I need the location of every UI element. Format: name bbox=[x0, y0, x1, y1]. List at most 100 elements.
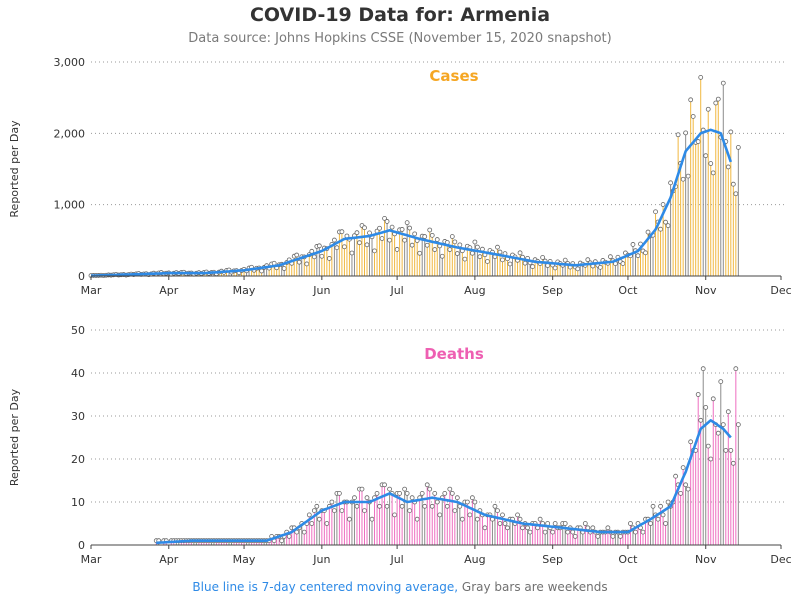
daily-marker bbox=[382, 216, 387, 221]
daily-marker bbox=[364, 242, 370, 248]
daily-marker bbox=[394, 247, 400, 252]
daily-marker bbox=[402, 486, 408, 492]
daily-marker bbox=[409, 495, 415, 501]
daily-marker bbox=[735, 144, 741, 150]
daily-marker bbox=[392, 512, 398, 518]
y-tick-label: 0 bbox=[78, 270, 85, 283]
daily-marker bbox=[628, 521, 633, 526]
daily-marker bbox=[540, 255, 546, 260]
daily-marker bbox=[595, 534, 601, 539]
daily-marker bbox=[725, 409, 731, 415]
daily-marker bbox=[633, 529, 638, 535]
daily-marker bbox=[735, 422, 741, 428]
daily-marker bbox=[522, 260, 528, 266]
daily-marker bbox=[658, 226, 663, 232]
daily-marker bbox=[364, 495, 370, 501]
daily-marker bbox=[507, 261, 513, 267]
x-tick-label: Jul bbox=[389, 553, 403, 566]
daily-marker bbox=[404, 490, 410, 496]
daily-marker bbox=[311, 254, 317, 260]
x-tick-label: Aug bbox=[464, 553, 485, 566]
daily-marker bbox=[374, 490, 380, 496]
y-tick-label: 0 bbox=[78, 539, 85, 552]
daily-marker bbox=[286, 534, 292, 539]
daily-marker bbox=[495, 244, 500, 250]
daily-marker bbox=[565, 529, 571, 535]
daily-marker bbox=[685, 173, 691, 179]
daily-marker bbox=[695, 139, 701, 144]
x-tick-label: Oct bbox=[618, 553, 638, 566]
daily-marker bbox=[407, 508, 413, 514]
daily-marker bbox=[515, 512, 520, 518]
daily-marker bbox=[334, 245, 340, 251]
daily-marker bbox=[485, 259, 490, 264]
daily-marker bbox=[610, 534, 616, 539]
daily-marker bbox=[570, 529, 576, 535]
daily-marker bbox=[655, 516, 661, 522]
daily-marker bbox=[309, 521, 315, 526]
x-tick-label: Nov bbox=[695, 284, 717, 297]
daily-marker bbox=[294, 529, 300, 535]
daily-marker bbox=[640, 529, 646, 535]
daily-marker bbox=[389, 224, 395, 230]
daily-marker bbox=[387, 486, 392, 492]
y-tick-label: 30 bbox=[71, 410, 85, 423]
daily-marker bbox=[597, 264, 603, 270]
daily-marker bbox=[301, 529, 307, 535]
daily-marker bbox=[444, 503, 450, 509]
x-tick-label: Mar bbox=[81, 553, 102, 566]
daily-marker bbox=[331, 508, 337, 514]
daily-marker bbox=[462, 256, 468, 262]
chart-footnote: Blue line is 7-day centered moving avera… bbox=[0, 580, 800, 594]
daily-marker bbox=[457, 242, 463, 248]
daily-marker bbox=[562, 521, 568, 526]
daily-marker bbox=[362, 508, 367, 514]
daily-marker bbox=[660, 202, 666, 207]
daily-marker bbox=[537, 516, 543, 522]
daily-marker bbox=[382, 482, 387, 488]
daily-marker bbox=[715, 96, 721, 102]
daily-marker bbox=[517, 516, 523, 522]
daily-marker bbox=[432, 247, 438, 252]
daily-marker bbox=[648, 521, 653, 526]
daily-marker bbox=[474, 516, 480, 522]
daily-marker bbox=[404, 220, 410, 226]
daily-marker bbox=[349, 250, 355, 256]
y-axis-label: Reported per Day bbox=[8, 120, 21, 218]
y-tick-label: 20 bbox=[71, 453, 85, 466]
daily-marker bbox=[469, 250, 475, 256]
daily-marker bbox=[342, 244, 347, 250]
daily-marker bbox=[733, 191, 739, 197]
daily-marker bbox=[690, 114, 696, 119]
footnote-weekend: Gray bars are weekends bbox=[458, 580, 608, 594]
daily-marker bbox=[700, 366, 706, 372]
daily-marker bbox=[643, 250, 648, 256]
daily-marker bbox=[354, 503, 360, 509]
daily-marker bbox=[550, 529, 556, 535]
daily-marker bbox=[449, 490, 455, 496]
x-tick-label: Mar bbox=[81, 284, 102, 297]
daily-marker bbox=[419, 490, 425, 496]
daily-marker bbox=[675, 132, 681, 138]
daily-marker bbox=[575, 266, 581, 272]
daily-marker bbox=[409, 242, 415, 248]
daily-marker bbox=[720, 422, 726, 428]
daily-marker bbox=[316, 516, 322, 522]
daily-marker bbox=[645, 229, 651, 235]
daily-marker bbox=[422, 503, 428, 509]
daily-marker bbox=[469, 495, 475, 501]
cases-panel: 0 1,000 2,000 3,000 Reported per Day Cases Mar… bbox=[8, 56, 792, 297]
daily-marker bbox=[412, 231, 418, 237]
daily-marker bbox=[527, 529, 533, 535]
x-tick-label: Jun bbox=[312, 284, 330, 297]
x-tick-label: May bbox=[233, 553, 256, 566]
daily-marker bbox=[542, 529, 548, 535]
daily-marker bbox=[422, 234, 428, 239]
daily-marker bbox=[525, 525, 530, 531]
daily-marker bbox=[590, 525, 596, 531]
daily-marker bbox=[296, 259, 302, 265]
daily-marker bbox=[434, 499, 440, 505]
daily-marker bbox=[472, 499, 478, 505]
daily-marker bbox=[339, 229, 345, 235]
